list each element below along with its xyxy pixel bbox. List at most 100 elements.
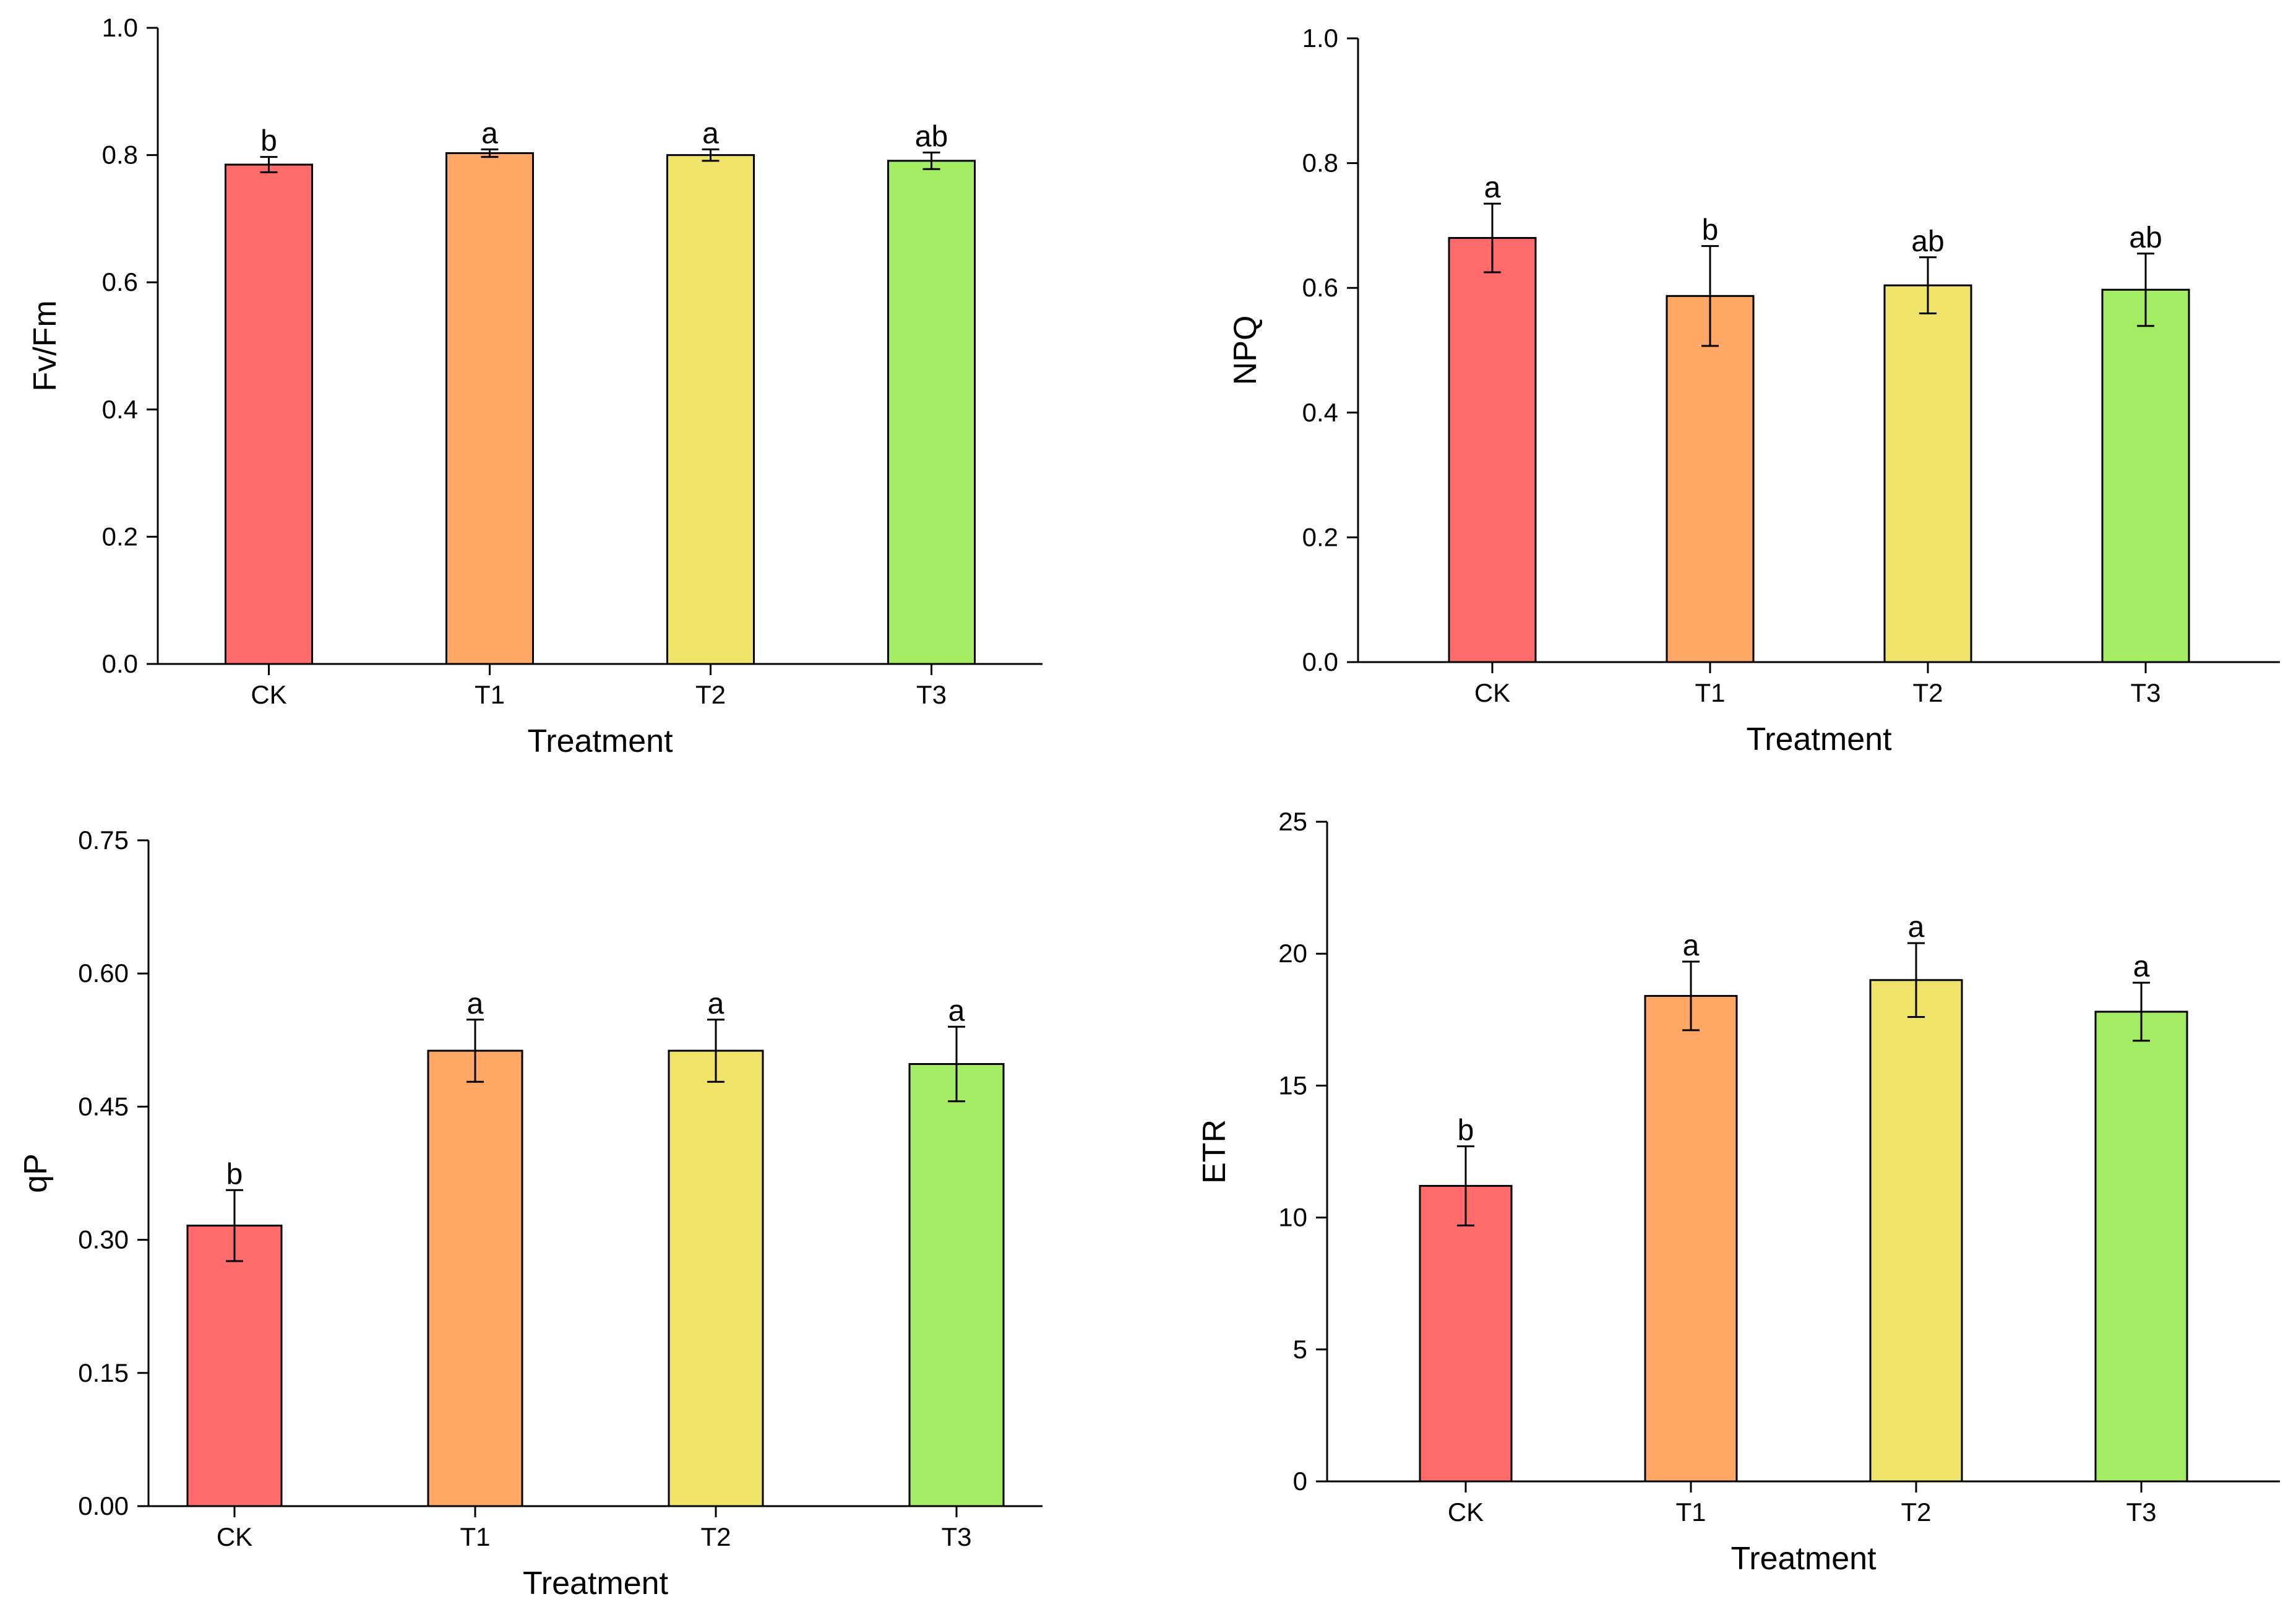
x-tick-label: T2 xyxy=(695,680,726,709)
significance-label-t2: ab xyxy=(1911,225,1944,258)
y-tick-label: 0.60 xyxy=(78,959,129,988)
bar-t2 xyxy=(1869,979,1963,1483)
x-axis-title: Treatment xyxy=(1746,722,1892,757)
y-tick-label: 20 xyxy=(1278,939,1307,968)
significance-label-t1: b xyxy=(1702,214,1719,247)
y-tick-label: 0.45 xyxy=(78,1092,129,1121)
axes xyxy=(1357,38,2280,663)
x-tick-label: T2 xyxy=(700,1522,731,1551)
axes xyxy=(157,28,1043,665)
y-tick-label: 0.4 xyxy=(1302,398,1338,427)
significance-label-t2: a xyxy=(708,988,724,1020)
y-tick-label: 0.2 xyxy=(1302,522,1338,551)
y-tick-label: 0.00 xyxy=(78,1491,129,1520)
y-tick-label: 0.15 xyxy=(78,1358,129,1387)
significance-label-ck: b xyxy=(260,125,277,158)
error-bar-t3 xyxy=(2137,252,2154,327)
bar-t3 xyxy=(908,1063,1005,1507)
y-axis-title: Fv/Fm xyxy=(27,300,63,391)
y-tick-label: 15 xyxy=(1278,1071,1307,1100)
error-bar-t3 xyxy=(922,151,940,170)
error-bar-t1 xyxy=(1701,245,1719,347)
bar-ck xyxy=(1448,237,1537,663)
x-tick-label: CK xyxy=(251,680,286,709)
significance-label-t3: a xyxy=(2133,950,2150,983)
error-bar-t1 xyxy=(467,1019,484,1083)
x-tick-label: T3 xyxy=(916,680,947,709)
chart-npq: ab ab ab0.00.20.40.60.81.0CK T1 T2 T3Treatmen… xyxy=(1228,24,2280,757)
y-axis-title: ETR xyxy=(1197,1119,1232,1184)
y-tick-label: 0.6 xyxy=(102,267,138,296)
significance-label-t1: a xyxy=(467,988,484,1020)
y-tick-label: 0.8 xyxy=(102,140,138,170)
bar-ck xyxy=(186,1225,283,1507)
x-tick-label: T2 xyxy=(1901,1497,1931,1527)
error-bar-t3 xyxy=(948,1025,965,1103)
error-bar-t2 xyxy=(702,148,720,162)
y-tick-label: 0.0 xyxy=(1302,647,1338,676)
x-tick-label: CK xyxy=(1474,678,1510,707)
error-bar-t2 xyxy=(707,1019,724,1083)
axes xyxy=(147,840,1043,1507)
x-tick-label: T3 xyxy=(2126,1497,2156,1527)
x-tick-label: T2 xyxy=(1912,678,1943,707)
error-bar-ck xyxy=(260,156,278,173)
chart-qp: b a a a 0.00 0.15 0.30 0.45 0.60 0.75 CK T1 T2 T3 Trea… xyxy=(18,825,1043,1601)
bar-t2 xyxy=(666,154,755,665)
chart-panel-fvfm: b a a ab 0.0 0.2 0.4 0.6 0.8 1.0 CK T1 T2 T3 Treatment… xyxy=(0,0,1148,803)
x-axis-title: Treatment xyxy=(1731,1541,1877,1577)
x-axis-title: Treatment xyxy=(523,1566,669,1601)
y-tick-label: 25 xyxy=(1278,807,1307,836)
bar-t1 xyxy=(1666,295,1755,663)
significance-label-t3: ab xyxy=(915,120,948,153)
significance-label-t3: ab xyxy=(2129,222,2162,254)
significance-label-t2: a xyxy=(702,117,719,150)
y-axis-title: qP xyxy=(18,1153,54,1193)
error-bar-ck xyxy=(226,1189,243,1262)
axes xyxy=(1326,822,2280,1483)
y-tick-label: 0.8 xyxy=(1302,149,1338,178)
chart-fvfm: b a a ab 0.0 0.2 0.4 0.6 0.8 1.0 CK T1 T2 T3 Treatment… xyxy=(27,13,1043,759)
significance-label-ck: b xyxy=(1458,1114,1474,1147)
bar-t2 xyxy=(668,1049,764,1507)
bar-t3 xyxy=(2101,288,2190,663)
x-tick-label: CK xyxy=(1448,1497,1484,1527)
significance-label-ck: a xyxy=(1484,171,1501,204)
significance-label-ck: b xyxy=(226,1158,243,1191)
bar-t1 xyxy=(445,152,534,665)
y-tick-label: 10 xyxy=(1278,1203,1307,1232)
y-tick-label: 0.0 xyxy=(102,649,138,678)
y-tick-label: 0.6 xyxy=(1302,273,1338,302)
x-axis-title: Treatment xyxy=(527,723,673,759)
bar-t1 xyxy=(427,1049,523,1507)
x-tick-label: T1 xyxy=(460,1522,490,1551)
chart-panel-npq: a b ab ab 0.0 0.2 0.4 0.6 0.8 1.0 CK T1 T2 T3 Treatmen… xyxy=(1148,0,2296,803)
error-bar-t3 xyxy=(2133,981,2150,1042)
bar-t3 xyxy=(887,160,976,665)
y-axis-title: NPQ xyxy=(1228,316,1263,386)
bar-ck xyxy=(225,163,313,665)
significance-label-t1: a xyxy=(481,117,498,150)
x-tick-label: T1 xyxy=(1675,1497,1706,1527)
y-tick-label: 0 xyxy=(1293,1467,1307,1496)
y-tick-label: 0.4 xyxy=(102,395,138,424)
x-tick-label: CK xyxy=(217,1522,252,1551)
significance-label-t1: a xyxy=(1683,929,1700,962)
y-tick-label: 5 xyxy=(1293,1335,1307,1364)
y-tick-label: 0.75 xyxy=(78,825,129,855)
y-tick-label: 1.0 xyxy=(102,13,138,42)
significance-label-t3: a xyxy=(948,994,965,1027)
bar-ck xyxy=(1419,1184,1513,1483)
error-bar-t2 xyxy=(1919,256,1937,315)
x-tick-label: T1 xyxy=(475,680,505,709)
error-bar-t2 xyxy=(1907,942,1925,1019)
chart-panel-qp: b a a a 0.00 0.15 0.30 0.45 0.60 0.75 CK T1 T2 T3 Trea… xyxy=(0,803,1148,1607)
bar-t2 xyxy=(1883,284,1972,663)
chart-panel-etr: b a a a 0 5 10 15 20 25 CK T1 T2 T3 Treatment ETR xyxy=(1148,803,2296,1607)
error-bar-ck xyxy=(1484,202,1501,274)
x-tick-label: T1 xyxy=(1695,678,1725,707)
x-tick-label: T3 xyxy=(941,1522,971,1551)
bar-t3 xyxy=(2094,1010,2188,1483)
y-tick-label: 1.0 xyxy=(1302,24,1338,53)
error-bar-ck xyxy=(1457,1145,1474,1226)
